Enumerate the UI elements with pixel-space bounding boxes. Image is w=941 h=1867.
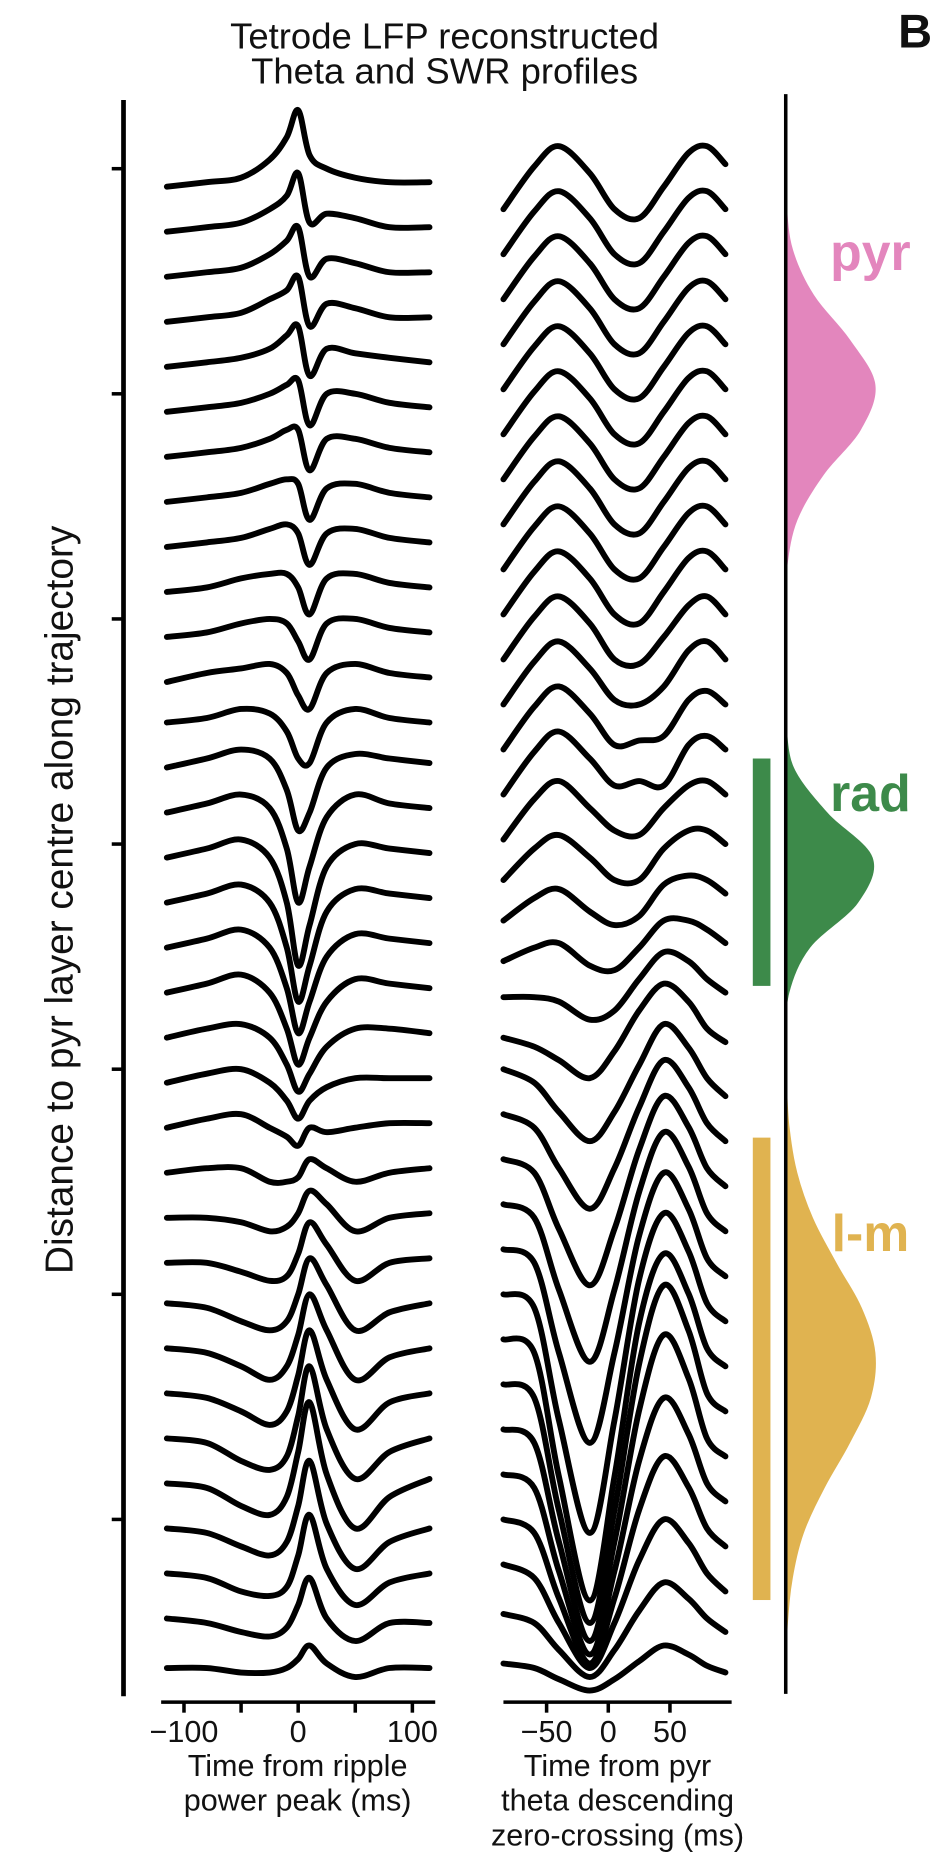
x-tick-label: 50 — [653, 1715, 687, 1749]
trace — [163, 521, 433, 568]
trace — [163, 1065, 433, 1122]
trace — [163, 1020, 433, 1095]
trace — [500, 1169, 729, 1446]
trace — [500, 1642, 729, 1694]
trace — [163, 791, 433, 906]
trace — [163, 569, 433, 618]
trace — [163, 926, 433, 1037]
trace — [163, 1327, 433, 1433]
trace — [500, 683, 729, 753]
trace — [163, 374, 433, 429]
trace — [500, 502, 729, 583]
layer-bar — [752, 1137, 771, 1601]
trace — [500, 1453, 729, 1667]
x-tick-label: 0 — [600, 1715, 617, 1749]
trace — [500, 277, 729, 358]
trace — [500, 1281, 729, 1626]
layer-profile — [785, 722, 875, 1038]
layer-label: l-m — [832, 1204, 910, 1262]
trace — [500, 948, 729, 1023]
trace — [500, 547, 729, 628]
trace — [500, 777, 729, 843]
trace — [500, 915, 729, 975]
x-tick-label: −100 — [150, 1715, 219, 1749]
x-axis-label: Time from pyr — [524, 1749, 711, 1783]
trace — [500, 322, 729, 403]
trace — [163, 423, 433, 474]
trace — [500, 1021, 729, 1145]
layer-label: rad — [830, 764, 911, 822]
trace — [163, 746, 433, 835]
trace — [500, 367, 729, 448]
trace — [500, 872, 729, 929]
trace — [500, 142, 729, 223]
trace — [500, 1394, 729, 1658]
trace — [500, 457, 729, 538]
trace — [163, 1156, 433, 1186]
trace — [163, 1187, 433, 1235]
x-axis-label: theta descending — [501, 1784, 734, 1818]
trace — [163, 272, 433, 330]
trace — [500, 1209, 729, 1536]
trace — [163, 169, 433, 235]
trace — [163, 1511, 433, 1608]
layer-profile — [785, 159, 876, 610]
x-axis-label: power peak (ms) — [184, 1784, 412, 1818]
layer-bar — [752, 758, 771, 986]
trace — [500, 593, 729, 669]
trace — [163, 107, 433, 190]
trace — [163, 1399, 433, 1532]
trace — [163, 1291, 433, 1384]
trace — [163, 836, 433, 969]
trace — [163, 321, 433, 379]
x-tick-label: 100 — [387, 1715, 438, 1749]
trace — [500, 1331, 729, 1644]
trace — [163, 971, 433, 1068]
trace — [500, 1092, 729, 1289]
title: Tetrode LFP reconstructed — [230, 15, 659, 56]
x-tick-label: −50 — [521, 1715, 573, 1749]
trace — [500, 1250, 729, 1604]
trace — [163, 1110, 433, 1149]
layer-profile — [785, 1082, 876, 1669]
trace — [163, 1219, 433, 1284]
trace — [500, 232, 729, 313]
title: Theta and SWR profiles — [251, 51, 638, 92]
trace — [163, 705, 433, 769]
trace — [163, 1255, 433, 1334]
layer-label: pyr — [830, 223, 911, 281]
trace — [500, 187, 729, 268]
panel-label: B — [898, 5, 932, 58]
trace — [163, 1457, 433, 1572]
trace — [163, 660, 433, 713]
trace — [500, 1128, 729, 1365]
trace — [500, 980, 729, 1082]
trace — [500, 1057, 729, 1212]
trace — [163, 222, 433, 281]
x-axis-label: zero-crossing (ms) — [491, 1818, 744, 1852]
trace — [163, 1575, 433, 1644]
trace — [163, 881, 433, 1005]
trace — [500, 1516, 729, 1671]
trace — [163, 476, 433, 523]
trace — [500, 825, 729, 887]
y-axis-label: Distance to pyr layer centre along traje… — [39, 525, 82, 1274]
trace — [500, 412, 729, 493]
trace — [163, 1642, 433, 1680]
x-tick-label: 0 — [290, 1715, 307, 1749]
x-axis-label: Time from ripple — [188, 1749, 408, 1783]
trace — [500, 638, 729, 709]
trace — [163, 1363, 433, 1483]
trace — [500, 1579, 729, 1680]
trace — [163, 615, 433, 663]
trace — [500, 728, 729, 798]
